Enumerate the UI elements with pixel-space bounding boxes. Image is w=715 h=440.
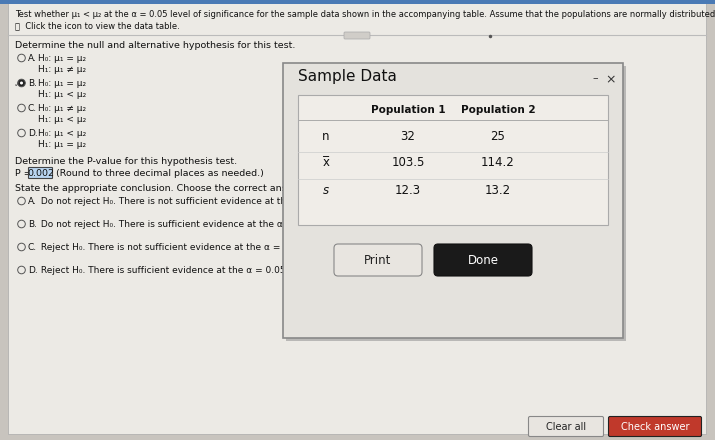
Text: Test whether μ₁ < μ₂ at the α = 0.05 level of significance for the sample data s: Test whether μ₁ < μ₂ at the α = 0.05 lev…: [15, 10, 715, 19]
FancyBboxPatch shape: [528, 417, 603, 436]
FancyBboxPatch shape: [344, 32, 370, 39]
Text: x̅: x̅: [322, 157, 330, 169]
Text: 13.2: 13.2: [485, 183, 511, 197]
Text: C.: C.: [28, 243, 37, 252]
Text: 12.3: 12.3: [395, 183, 421, 197]
Text: 103.5: 103.5: [391, 157, 425, 169]
Text: Do not reject H₀. There is not sufficient evidence at the α = 0.05 level of sign: Do not reject H₀. There is not sufficien…: [38, 197, 543, 206]
Text: B.: B.: [28, 79, 37, 88]
Text: s: s: [323, 183, 329, 197]
FancyBboxPatch shape: [283, 63, 623, 338]
FancyBboxPatch shape: [286, 66, 626, 341]
FancyBboxPatch shape: [434, 244, 532, 276]
Text: Print: Print: [365, 253, 392, 267]
FancyBboxPatch shape: [0, 0, 715, 4]
Text: B.: B.: [28, 220, 37, 229]
Text: ⧧  Click the icon to view the data table.: ⧧ Click the icon to view the data table.: [15, 21, 179, 30]
Text: (Round to three decimal places as needed.): (Round to three decimal places as needed…: [53, 169, 264, 178]
Text: H₁: μ₁ < μ₂: H₁: μ₁ < μ₂: [38, 90, 87, 99]
Text: Determine the null and alternative hypothesis for this test.: Determine the null and alternative hypot…: [15, 41, 295, 50]
Text: Sample Data: Sample Data: [298, 70, 397, 84]
Text: Check answer: Check answer: [621, 422, 689, 432]
Text: H₀: μ₁ ≠ μ₂: H₀: μ₁ ≠ μ₂: [38, 104, 86, 113]
Text: Reject H₀. There is sufficient evidence at the α = 0.05 level of significance to: Reject H₀. There is sufficient evidence …: [38, 266, 494, 275]
Text: State the appropriate conclusion. Choose the correct answer below.: State the appropriate conclusion. Choose…: [15, 184, 337, 193]
Text: H₁: μ₁ < μ₂: H₁: μ₁ < μ₂: [38, 115, 87, 124]
Text: 25: 25: [490, 129, 506, 143]
Text: Population 2: Population 2: [460, 105, 536, 115]
Circle shape: [18, 79, 25, 87]
Text: H₁: μ₁ = μ₂: H₁: μ₁ = μ₂: [38, 140, 86, 149]
Text: Determine the P-value for this hypothesis test.: Determine the P-value for this hypothesi…: [15, 157, 237, 166]
FancyBboxPatch shape: [334, 244, 422, 276]
Text: 32: 32: [400, 129, 415, 143]
Text: C.: C.: [28, 104, 37, 113]
Text: D.: D.: [28, 266, 38, 275]
Text: Clear all: Clear all: [546, 422, 586, 432]
FancyBboxPatch shape: [29, 168, 52, 179]
FancyBboxPatch shape: [8, 2, 706, 434]
FancyBboxPatch shape: [298, 95, 608, 225]
Text: ×: ×: [606, 73, 616, 86]
Text: H₀: μ₁ < μ₂: H₀: μ₁ < μ₂: [38, 129, 87, 138]
Text: A.: A.: [28, 54, 37, 63]
Text: H₀: μ₁ = μ₂: H₀: μ₁ = μ₂: [38, 79, 86, 88]
Text: P =: P =: [15, 169, 35, 178]
Text: Done: Done: [468, 253, 498, 267]
Text: A.: A.: [28, 197, 37, 206]
Text: Population 1: Population 1: [370, 105, 445, 115]
Text: 114.2: 114.2: [481, 157, 515, 169]
Circle shape: [20, 81, 23, 84]
Text: Reject H₀. There is not sufficient evidence at the α = 0.05 level of significanc: Reject H₀. There is not sufficient evide…: [38, 243, 512, 252]
Text: 0.002: 0.002: [27, 169, 54, 178]
FancyBboxPatch shape: [608, 417, 701, 436]
Text: –: –: [592, 73, 598, 83]
Text: n: n: [322, 129, 330, 143]
Text: H₁: μ₁ ≠ μ₂: H₁: μ₁ ≠ μ₂: [38, 65, 86, 74]
Text: D.: D.: [28, 129, 38, 138]
Text: Do not reject H₀. There is sufficient evidence at the α = 0.05 level of signific: Do not reject H₀. There is sufficient ev…: [38, 220, 525, 229]
Text: ✓: ✓: [14, 80, 21, 89]
Text: H₀: μ₁ = μ₂: H₀: μ₁ = μ₂: [38, 54, 86, 63]
